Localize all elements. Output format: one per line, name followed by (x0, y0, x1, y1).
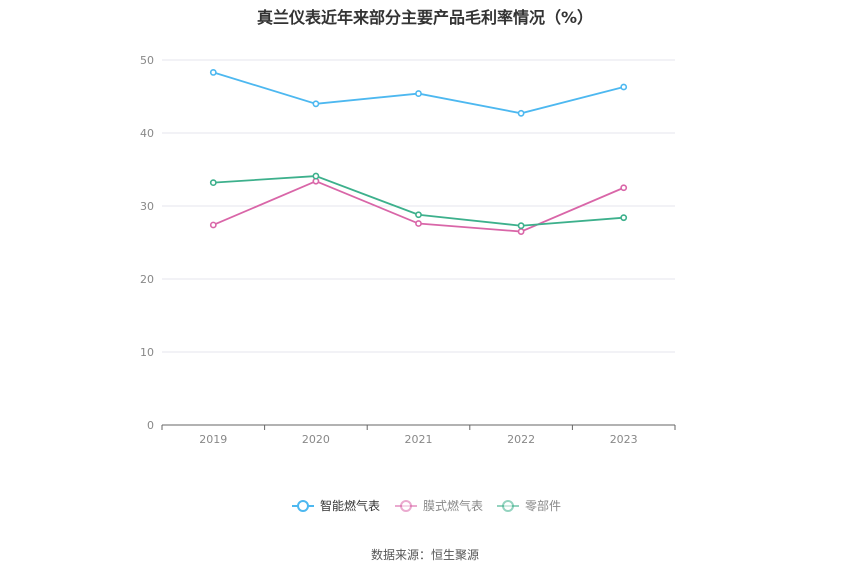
data-point (209, 179, 217, 187)
legend-label: 智能燃气表 (320, 498, 380, 513)
data-point (312, 172, 320, 180)
y-tick-label: 30 (140, 200, 154, 213)
data-point (209, 221, 217, 229)
data-point (415, 211, 422, 219)
x-tick-label: 2020 (302, 433, 330, 446)
data-point (209, 69, 217, 76)
legend-marker (297, 500, 309, 512)
data-point (620, 184, 628, 192)
data-point (517, 109, 525, 117)
data-source: 数据来源：恒生聚源 (370, 548, 479, 562)
legend-label: 零部件 (525, 498, 561, 513)
data-point (415, 220, 422, 227)
data-point (415, 90, 422, 97)
x-tick-label: 2021 (405, 433, 433, 446)
data-point (312, 100, 320, 108)
data-point (517, 222, 525, 230)
x-tick-label: 2023 (610, 433, 638, 446)
data-point (620, 214, 628, 222)
legend-marker (502, 500, 514, 512)
x-tick-label: 2019 (199, 433, 227, 446)
y-tick-label: 50 (140, 54, 154, 67)
data-point (517, 228, 525, 235)
chart-title: 真兰仪表近年来部分主要产品毛利率情况（%） (256, 8, 594, 27)
legend-label: 膜式燃气表 (423, 498, 483, 513)
series-line (213, 175, 624, 227)
x-tick-label: 2022 (507, 433, 535, 446)
y-tick-label: 40 (140, 127, 154, 140)
y-tick-label: 0 (147, 419, 154, 432)
y-tick-label: 20 (140, 273, 154, 286)
data-point (620, 83, 628, 91)
y-tick-label: 10 (140, 346, 154, 359)
legend-marker (400, 500, 412, 512)
